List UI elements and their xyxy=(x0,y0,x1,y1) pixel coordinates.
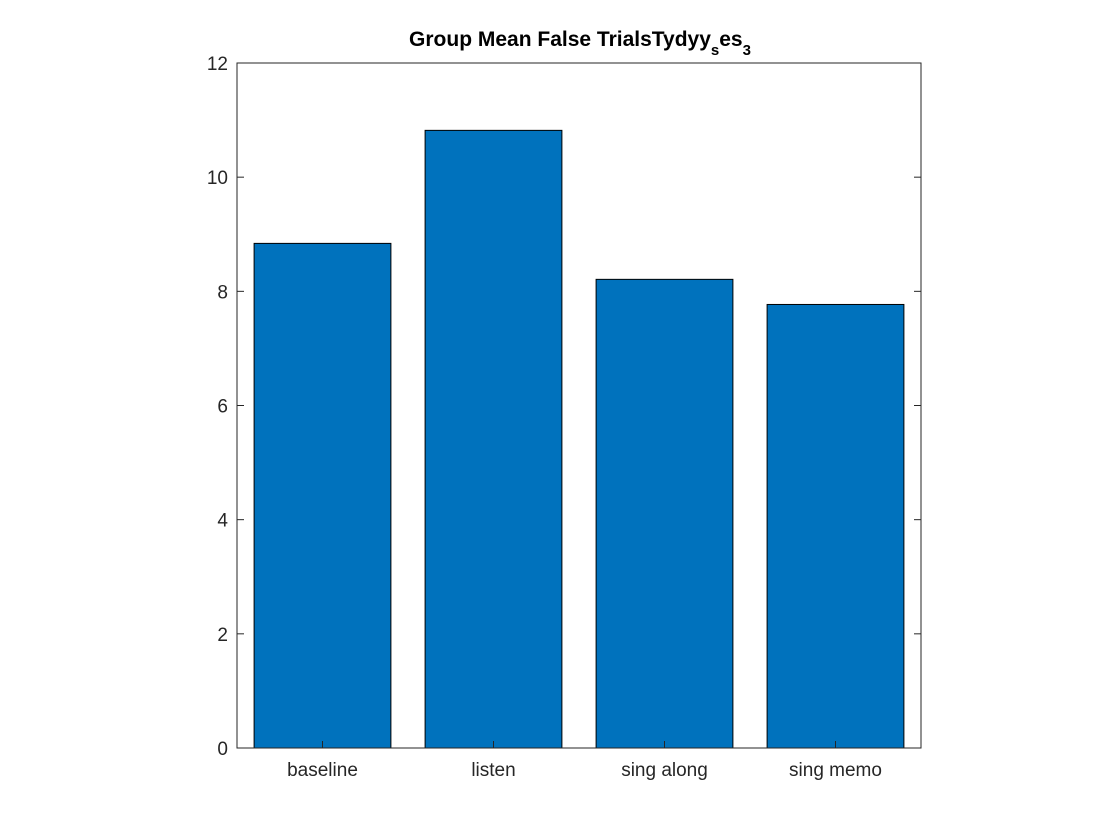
x-tick-label: sing memo xyxy=(789,760,882,781)
bar-sing-memo xyxy=(766,303,905,749)
x-axis-labels: baseline listen sing along sing memo xyxy=(287,741,882,781)
y-axis-ticks: 0 2 4 6 8 10 12 xyxy=(207,54,921,760)
chart-title-subscript-2: 3 xyxy=(743,42,751,59)
x-tick-label: sing along xyxy=(621,760,708,781)
chart-title: Group Mean False TrialsTydyyses3 xyxy=(409,28,751,59)
y-tick-label: 0 xyxy=(217,739,228,760)
chart-title-subscript-1: s xyxy=(711,42,719,59)
bar-baseline xyxy=(253,242,392,749)
bar-sing-along xyxy=(595,278,734,749)
y-tick-label: 10 xyxy=(207,168,228,189)
bars-group xyxy=(253,129,905,749)
chart-title-main: Group Mean False TrialsTydyy xyxy=(409,28,711,51)
y-tick-label: 12 xyxy=(207,54,228,75)
y-tick-label: 4 xyxy=(217,511,228,532)
bar-listen xyxy=(424,129,563,749)
x-tick-label: baseline xyxy=(287,760,358,781)
y-tick-label: 6 xyxy=(217,397,228,418)
plot-frame xyxy=(236,62,922,749)
x-tick-label: listen xyxy=(471,760,515,781)
y-tick-label: 8 xyxy=(217,282,228,303)
chart-title-middle: es xyxy=(719,28,742,51)
y-tick-label: 2 xyxy=(217,625,228,646)
